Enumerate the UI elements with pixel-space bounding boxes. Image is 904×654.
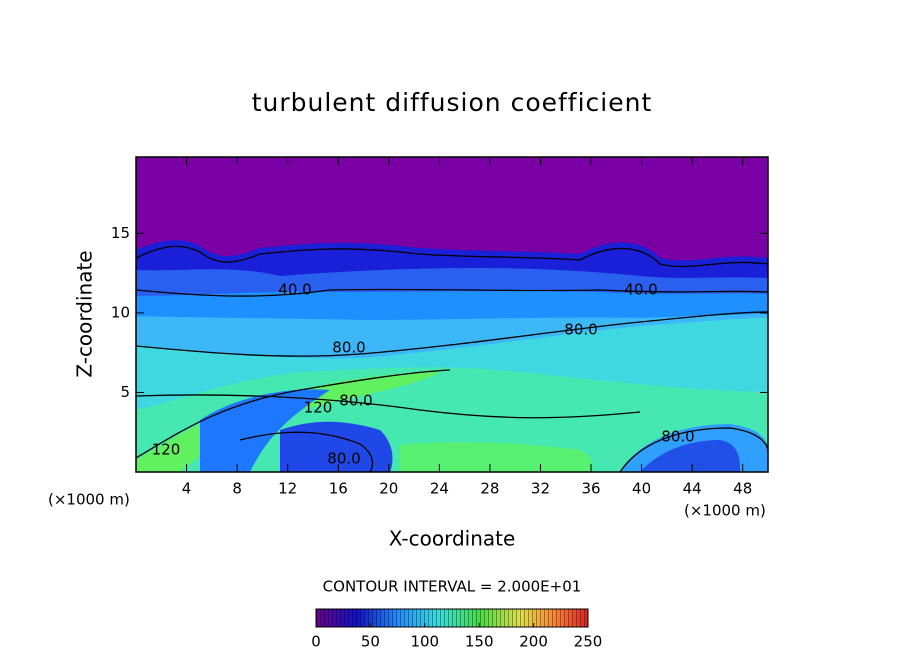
x-tick-label: 48 [733,480,752,498]
colorbar-tick-label: 50 [361,633,380,651]
contour-label: 80.0 [661,428,694,446]
y-axis-label: Z-coordinate [73,250,97,377]
x-tick-label: 44 [683,480,702,498]
x-tick-label: 32 [531,480,550,498]
contour-interval: CONTOUR INTERVAL = 2.000E+01 [323,578,582,596]
contour-label: 80.0 [332,339,365,357]
x-tick-label: 8 [232,480,242,498]
colorbar-tick-label: 100 [410,633,439,651]
colorbar-frame [315,608,589,628]
x-unit: (×1000 m) [684,502,766,520]
contour-label: 80.0 [339,392,372,410]
x-tick-label: 40 [632,480,651,498]
x-tick-label: 4 [182,480,192,498]
contour-label: 120 [304,399,333,417]
x-axis-label: X-coordinate [389,527,516,551]
x-tick-label: 24 [430,480,449,498]
colorbar-tick-label: 0 [311,633,321,651]
colorbar-tick-label: 200 [519,633,548,651]
y-tick-label: 5 [120,383,130,401]
chart-title: turbulent diffusion coefficient [252,88,653,117]
x-tick-label: 12 [278,480,297,498]
plot-frame [135,156,769,473]
x-tick-label: 16 [329,480,348,498]
contour-label: 40.0 [278,281,311,299]
x-tick-label: 20 [379,480,398,498]
contour-label: 40.0 [624,281,657,299]
x-tick-label: 36 [581,480,600,498]
y-unit: (×1000 m) [48,491,130,509]
y-tick-label: 15 [111,224,130,242]
colorbar-tick-label: 250 [574,633,603,651]
contour-label: 80.0 [564,321,597,339]
contour-label: 120 [152,441,181,459]
x-tick-label: 28 [480,480,499,498]
colorbar-tick-label: 150 [465,633,494,651]
y-tick-label: 10 [111,303,130,321]
contour-label: 80.0 [327,450,360,468]
contour-field [136,157,768,472]
